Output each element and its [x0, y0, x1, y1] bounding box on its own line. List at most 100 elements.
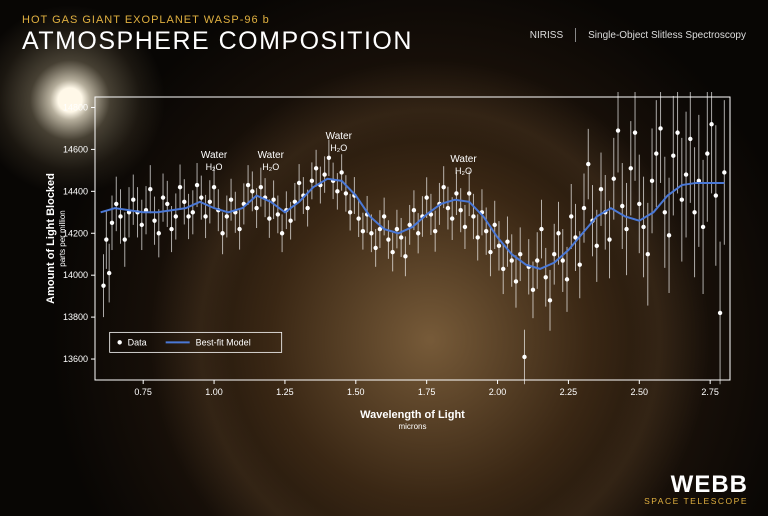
- data-point: [518, 252, 522, 256]
- data-point: [220, 231, 224, 235]
- water-annotation-sub: H₂O: [206, 162, 223, 172]
- water-annotation: Water: [201, 150, 228, 161]
- data-point: [624, 227, 628, 231]
- data-point: [254, 206, 258, 210]
- data-point: [641, 225, 645, 229]
- data-point: [271, 198, 275, 202]
- data-point: [165, 202, 169, 206]
- data-point: [544, 275, 548, 279]
- data-point: [208, 200, 212, 204]
- data-point: [535, 258, 539, 262]
- data-point: [123, 237, 127, 241]
- data-point: [441, 185, 445, 189]
- data-point: [578, 263, 582, 267]
- data-point: [140, 223, 144, 227]
- xtick-label: 2.00: [489, 387, 507, 397]
- legend-label-data: Data: [128, 337, 147, 347]
- data-point: [497, 244, 501, 248]
- instrument-main: NIRISS: [530, 30, 563, 41]
- data-point: [488, 250, 492, 254]
- data-point: [191, 210, 195, 214]
- instrument-sub: Single-Object Slitless Spectroscopy: [588, 30, 746, 41]
- data-point: [161, 195, 165, 199]
- data-point: [344, 191, 348, 195]
- data-point: [310, 179, 314, 183]
- data-point: [280, 231, 284, 235]
- ytick-label: 14000: [63, 270, 88, 280]
- data-point: [476, 235, 480, 239]
- data-point: [361, 229, 365, 233]
- data-point: [620, 204, 624, 208]
- data-point: [650, 179, 654, 183]
- data-point: [714, 193, 718, 197]
- data-point: [701, 225, 705, 229]
- data-point: [297, 181, 301, 185]
- xtick-label: 1.00: [205, 387, 223, 397]
- data-point: [599, 187, 603, 191]
- data-point: [505, 239, 509, 243]
- data-point: [510, 258, 514, 262]
- data-point: [212, 185, 216, 189]
- data-point: [569, 214, 573, 218]
- data-point: [565, 277, 569, 281]
- data-point: [607, 237, 611, 241]
- xtick-label: 0.75: [134, 387, 152, 397]
- water-annotation: Water: [258, 150, 285, 161]
- data-point: [424, 195, 428, 199]
- data-point: [539, 227, 543, 231]
- data-point: [339, 170, 343, 174]
- data-point: [680, 198, 684, 202]
- xtick-label: 1.75: [418, 387, 436, 397]
- data-point: [675, 130, 679, 134]
- data-point: [322, 172, 326, 176]
- data-point: [467, 191, 471, 195]
- data-point: [107, 271, 111, 275]
- data-point: [637, 202, 641, 206]
- data-point: [276, 212, 280, 216]
- data-point: [718, 311, 722, 315]
- data-point: [246, 183, 250, 187]
- data-point: [101, 283, 105, 287]
- data-point: [688, 137, 692, 141]
- data-point: [407, 223, 411, 227]
- data-point: [186, 214, 190, 218]
- water-annotation: Water: [326, 131, 353, 142]
- data-point: [433, 229, 437, 233]
- data-point: [169, 227, 173, 231]
- ytick-label: 13800: [63, 312, 88, 322]
- data-point: [616, 128, 620, 132]
- data-point: [612, 177, 616, 181]
- data-point: [446, 206, 450, 210]
- header-subtitle: HOT GAS GIANT EXOPLANET WASP-96 b: [22, 14, 413, 26]
- water-annotation-sub: H₂O: [330, 143, 347, 153]
- xtick-label: 2.75: [701, 387, 719, 397]
- data-point: [709, 122, 713, 126]
- data-point: [458, 208, 462, 212]
- logo-sub: SPACE TELESCOPE: [644, 496, 748, 506]
- data-point: [237, 227, 241, 231]
- y-axis-unit: parts per million: [58, 210, 67, 266]
- data-point: [152, 218, 156, 222]
- data-point: [259, 185, 263, 189]
- data-point: [399, 235, 403, 239]
- data-point: [471, 214, 475, 218]
- data-point: [203, 214, 207, 218]
- data-point: [722, 170, 726, 174]
- water-annotation: Water: [450, 154, 477, 165]
- y-axis-label: Amount of Light Blocked: [45, 173, 57, 304]
- data-point: [552, 252, 556, 256]
- data-point: [646, 252, 650, 256]
- data-point: [250, 189, 254, 193]
- data-point: [386, 237, 390, 241]
- data-point: [195, 183, 199, 187]
- legend-marker-point: [117, 340, 121, 344]
- ytick-label: 14400: [63, 186, 88, 196]
- instrument-label: NIRISS Single-Object Slitless Spectrosco…: [530, 28, 746, 42]
- xtick-label: 1.50: [347, 387, 365, 397]
- data-point: [118, 214, 122, 218]
- data-point: [314, 166, 318, 170]
- data-point: [705, 151, 709, 155]
- data-point: [633, 130, 637, 134]
- ytick-label: 14600: [63, 144, 88, 154]
- data-point: [390, 250, 394, 254]
